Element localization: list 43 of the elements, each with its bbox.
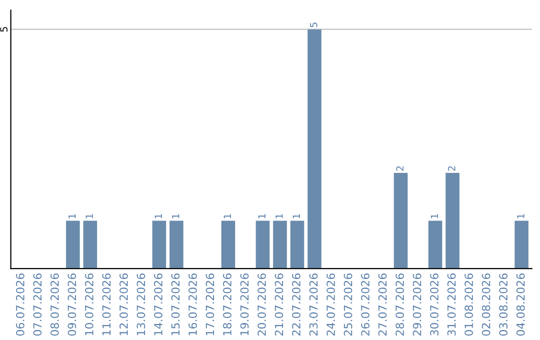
x-tick-label: 01.08.2026 — [464, 273, 474, 336]
data-label: 1 — [68, 214, 76, 218]
x-tick-label: 08.07.2026 — [50, 273, 59, 336]
x-tick-label: 25.07.2026 — [344, 273, 352, 336]
x-tick-label: 30.07.2026 — [430, 273, 438, 336]
x-tick-label: 24.07.2026 — [326, 273, 335, 336]
x-tick-label: 07.07.2026 — [33, 273, 42, 336]
x-tick-label: 22.07.2026 — [292, 273, 300, 336]
x-tick-label: 15.07.2026 — [171, 273, 180, 336]
data-label: 1 — [517, 214, 524, 218]
data-label: 2 — [448, 166, 456, 171]
data-label: 5 — [310, 22, 318, 28]
x-tick-label: 11.07.2026 — [102, 273, 111, 336]
data-label: 1 — [276, 214, 283, 218]
x-tick-label: 28.07.2026 — [396, 273, 404, 336]
x-tick-label: 17.07.2026 — [206, 273, 214, 336]
data-label: 1 — [430, 214, 438, 218]
x-tick-label: 12.07.2026 — [120, 273, 128, 336]
x-tick-label: 13.07.2026 — [136, 273, 146, 336]
data-label: 1 — [224, 214, 231, 218]
x-tick-label: 14.07.2026 — [154, 273, 162, 336]
x-tick-label: 26.07.2026 — [361, 273, 370, 336]
data-label: 2 — [396, 166, 404, 171]
x-tick-label: 23.07.2026 — [309, 273, 318, 336]
data-label: 1 — [86, 214, 93, 218]
data-label: 1 — [154, 214, 162, 218]
x-tick-label: 02.08.2026 — [482, 273, 490, 336]
x-tick-label: 20.07.2026 — [258, 273, 266, 336]
x-tick-label: 03.08.2026 — [499, 273, 508, 336]
x-tick-label: 29.07.2026 — [412, 273, 422, 336]
x-tick-label: 10.07.2026 — [84, 273, 94, 336]
data-label: 1 — [172, 214, 180, 218]
x-tick-label: 21.07.2026 — [274, 273, 284, 336]
x-tick-label: 09.07.2026 — [68, 273, 76, 336]
x-tick-label: 18.07.2026 — [223, 273, 232, 336]
x-tick-label: 04.08.2026 — [516, 273, 525, 336]
data-label: 1 — [292, 214, 300, 218]
x-tick-label: 31.07.2026 — [447, 273, 456, 336]
x-tick-label: 19.07.2026 — [240, 273, 249, 336]
x-tick-label: 16.07.2026 — [188, 273, 197, 336]
x-tick-label: 27.07.2026 — [378, 273, 387, 336]
x-tick-label: 06.07.2026 — [16, 273, 24, 336]
data-label: 1 — [258, 214, 266, 218]
